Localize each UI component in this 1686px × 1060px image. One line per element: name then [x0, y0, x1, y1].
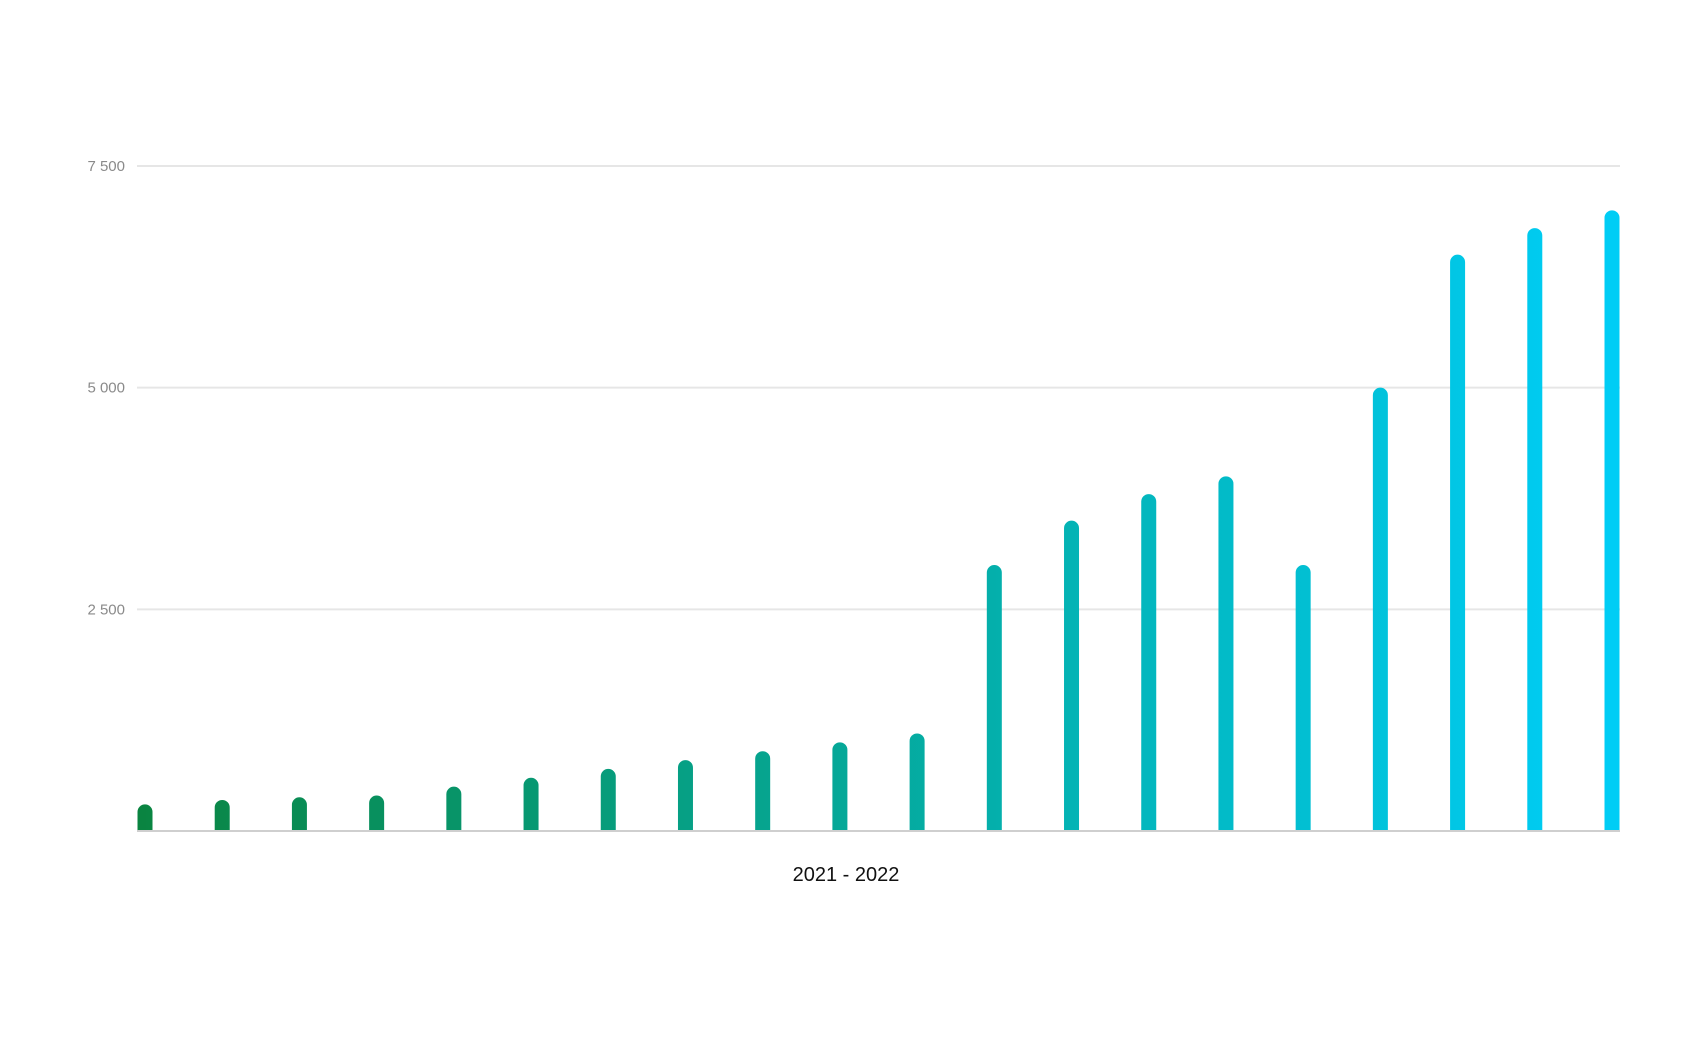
- y-tick-label: 7 500: [87, 158, 125, 175]
- bar: [446, 786, 462, 831]
- bar: [1527, 228, 1543, 832]
- bar: [1064, 520, 1080, 831]
- bar: [909, 733, 925, 831]
- bar: [677, 760, 693, 831]
- gridlines: [137, 165, 1620, 611]
- bar: [1372, 387, 1388, 831]
- y-tick-label: 2 500: [87, 601, 125, 618]
- bar: [600, 768, 616, 831]
- bar: [137, 804, 153, 831]
- bar: [755, 751, 771, 831]
- bar: [1604, 210, 1620, 831]
- bar: [369, 795, 385, 831]
- bar: [832, 742, 848, 831]
- bar: [1450, 254, 1466, 832]
- bar: [523, 777, 539, 831]
- x-axis-label: 2021 - 2022: [793, 864, 900, 886]
- y-tick-label: 5 000: [87, 380, 125, 397]
- bar: [1295, 565, 1311, 831]
- y-axis-ticks: 2 500 5 000 7 500: [87, 158, 125, 618]
- bar: [1218, 476, 1234, 831]
- bars: [137, 210, 1620, 832]
- bar: [291, 797, 307, 831]
- bar: [214, 799, 230, 831]
- bar: [986, 565, 1002, 831]
- bar: [1141, 494, 1157, 831]
